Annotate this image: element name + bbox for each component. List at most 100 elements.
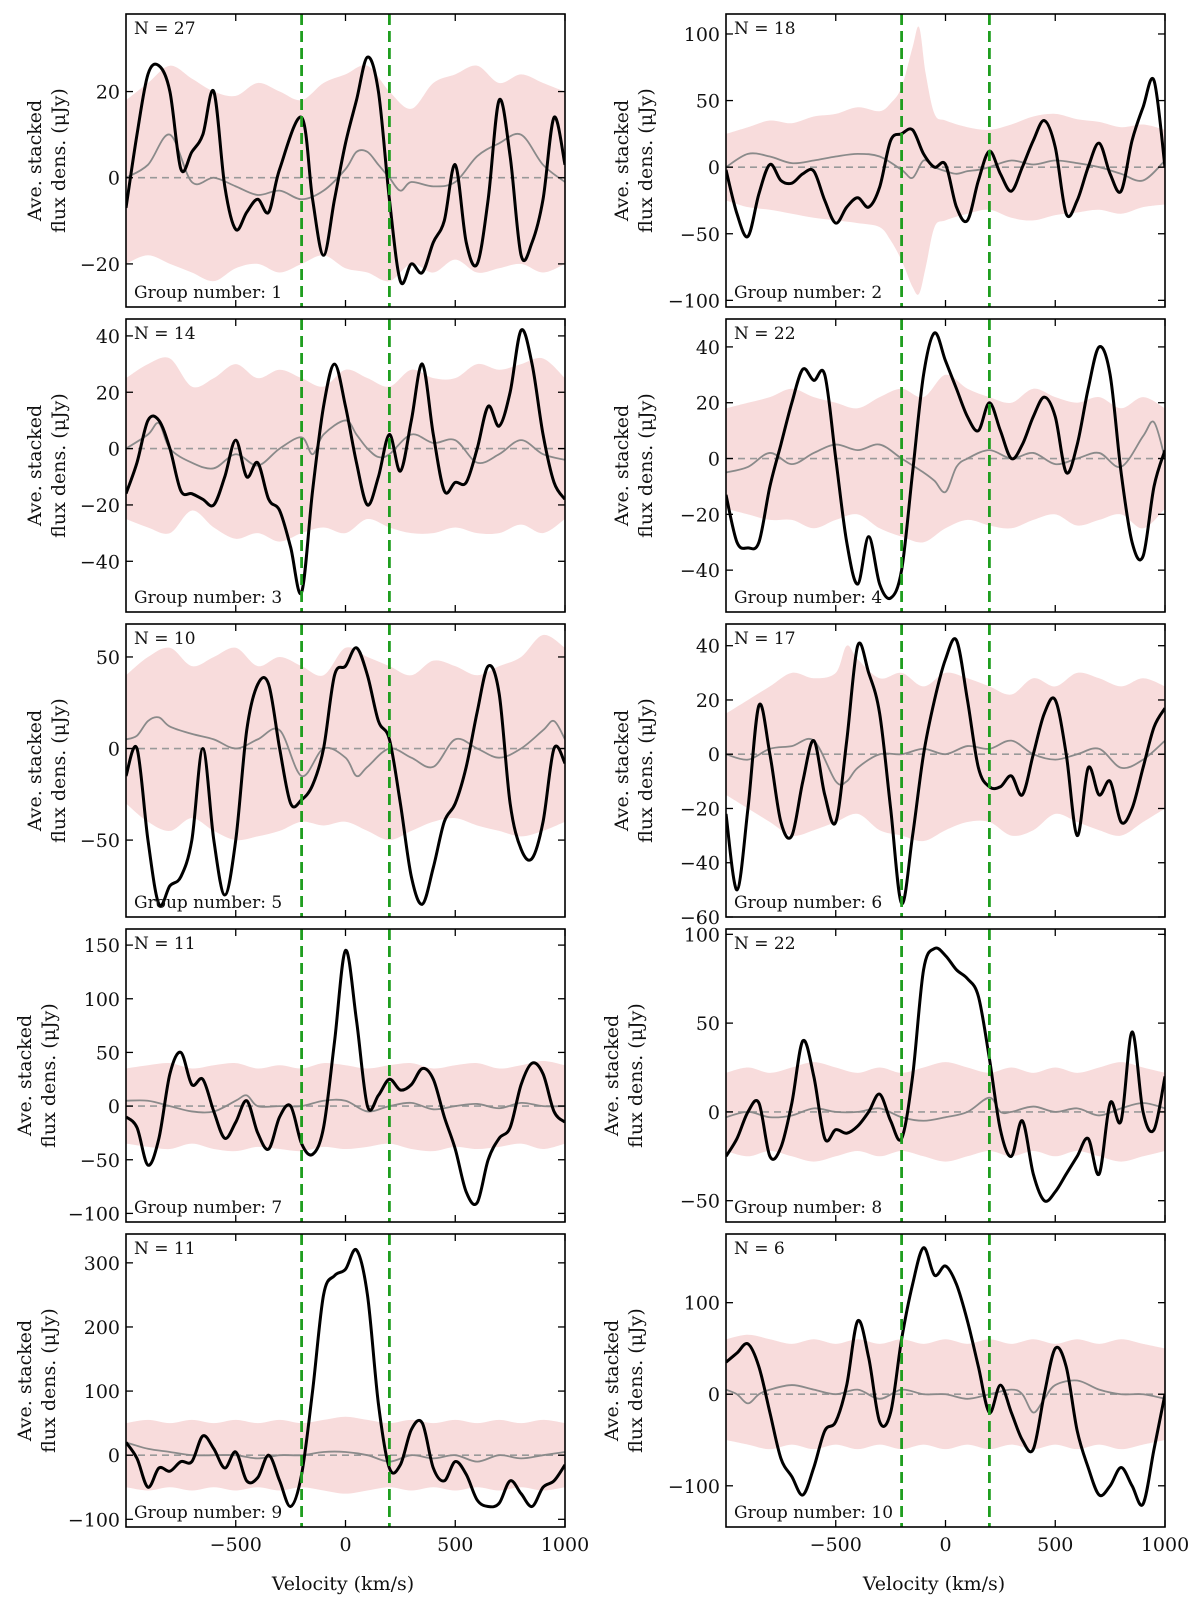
n-count-label: N = 22 <box>734 324 796 344</box>
noise-band <box>726 1334 1165 1450</box>
y-tick-label: 0 <box>108 1445 120 1467</box>
y-tick-label: 0 <box>708 157 720 179</box>
n-count-label: N = 17 <box>734 629 796 649</box>
y-axis-title-line2: flux dens. (μJy) <box>38 1003 60 1148</box>
panel-plot-area <box>726 624 1165 917</box>
y-axis-title-line2: flux dens. (μJy) <box>635 698 657 843</box>
x-tick-label: −500 <box>210 1534 262 1556</box>
stacked-signal-line <box>726 637 1165 905</box>
y-tick-label: 0 <box>108 1096 120 1118</box>
n-count-label: N = 6 <box>734 1239 785 1259</box>
y-tick-label: 50 <box>696 91 720 113</box>
group-number-label: Group number: 5 <box>134 893 282 913</box>
stacked-signal-line <box>126 948 565 1207</box>
group-number-label: Group number: 7 <box>134 1198 282 1218</box>
x-tick-label: −500 <box>810 1534 862 1556</box>
y-tick-label: −50 <box>680 224 720 246</box>
x-tick-label: 500 <box>1037 1534 1073 1556</box>
noise-spectrum-line <box>126 132 565 201</box>
y-axis-title-line2: flux dens. (μJy) <box>38 1308 60 1453</box>
y-tick-label: 0 <box>708 1102 720 1124</box>
y-axis-title-line2: flux dens. (μJy) <box>635 88 657 233</box>
y-tick-label: −100 <box>68 1509 120 1531</box>
y-tick-label: 50 <box>96 647 120 669</box>
y-axis-title-line1: Ave. stacked <box>24 710 46 832</box>
y-tick-label: −20 <box>80 254 120 276</box>
noise-spectrum-line <box>126 1094 565 1114</box>
x-tick-label: 0 <box>939 1534 951 1556</box>
y-tick-label: −50 <box>80 1150 120 1172</box>
y-tick-label: −50 <box>680 1191 720 1213</box>
y-tick-label: 20 <box>96 82 120 104</box>
y-tick-label: −50 <box>80 830 120 852</box>
group-number-label: Group number: 9 <box>134 1503 282 1523</box>
y-axis-title-line1: Ave. stacked <box>24 100 46 222</box>
noise-spectrum-line <box>726 1096 1165 1122</box>
x-tick-label: 0 <box>339 1534 351 1556</box>
y-tick-label: 0 <box>708 744 720 766</box>
y-tick-label: 0 <box>708 1384 720 1406</box>
y-axis-title-line1: Ave. stacked <box>14 1320 36 1442</box>
panel-plot-area <box>126 319 565 612</box>
stacked-signal-line <box>726 331 1165 601</box>
noise-band <box>126 357 565 542</box>
stacked-signal-line <box>126 1247 565 1509</box>
y-axis-title-line1: Ave. stacked <box>24 405 46 527</box>
y-tick-label: 50 <box>696 1013 720 1035</box>
noise-band <box>126 634 565 841</box>
y-tick-label: 100 <box>84 989 120 1011</box>
panel-group-7: −100 −50 0 50 100 150 N = 11 Group number: 7 Ave… <box>14 928 566 1225</box>
stacked-signal-line <box>126 328 565 596</box>
stacked-signal-line <box>726 1246 1165 1507</box>
noise-spectrum-line <box>126 1441 565 1463</box>
panel-plot-area <box>726 1234 1165 1527</box>
group-number-label: Group number: 3 <box>134 588 282 608</box>
n-count-label: N = 11 <box>134 1239 196 1259</box>
y-tick-label: −20 <box>80 495 120 517</box>
group-number-label: Group number: 6 <box>734 893 882 913</box>
n-count-label: N = 11 <box>134 934 196 954</box>
panel-group-1: −20 0 20 N = 27 Group number: 1 Ave. stacked f… <box>24 13 566 308</box>
panel-plot-area <box>126 1234 565 1527</box>
y-axis-title-line1: Ave. stacked <box>611 100 633 222</box>
panel-group-6: −60 −40 −20 0 20 40 N = 17 Group number: 6 Ave. … <box>611 623 1166 929</box>
y-tick-label: 50 <box>96 1042 120 1064</box>
y-axis-title-line1: Ave. stacked <box>14 1015 36 1137</box>
noise-spectrum-line <box>126 716 565 778</box>
noise-band <box>726 26 1165 295</box>
y-axis-title-line1: Ave. stacked <box>611 710 633 832</box>
y-axis-title-line2: flux dens. (μJy) <box>635 393 657 538</box>
y-tick-label: 0 <box>708 449 720 471</box>
stacked-signal-line <box>726 76 1165 239</box>
y-tick-label: 300 <box>84 1253 120 1275</box>
noise-band <box>726 645 1165 842</box>
y-tick-label: 0 <box>108 739 120 761</box>
n-count-label: N = 18 <box>734 19 796 39</box>
panel-group-8: −50 0 50 100 N = 22 Group number: 8 Ave. stack… <box>601 924 1166 1223</box>
group-number-label: Group number: 4 <box>734 588 882 608</box>
x-tick-label: 1000 <box>1141 1534 1189 1556</box>
group-number-label: Group number: 2 <box>734 283 882 303</box>
y-tick-label: 40 <box>96 326 120 348</box>
y-axis-title-line2: flux dens. (μJy) <box>48 88 70 233</box>
y-tick-label: 100 <box>84 1381 120 1403</box>
y-axis-title-line2: flux dens. (μJy) <box>625 1003 647 1148</box>
panel-plot-area <box>126 624 565 917</box>
noise-spectrum-line <box>726 737 1165 786</box>
y-tick-label: 200 <box>84 1317 120 1339</box>
noise-spectrum-line <box>726 1379 1165 1414</box>
y-axis-title-line1: Ave. stacked <box>611 405 633 527</box>
y-tick-label: 40 <box>696 636 720 658</box>
y-tick-label: 150 <box>84 935 120 957</box>
y-tick-label: −40 <box>80 551 120 573</box>
y-tick-label: 100 <box>684 1293 720 1315</box>
panel-plot-area <box>126 14 565 307</box>
y-axis-title-line1: Ave. stacked <box>601 1320 623 1442</box>
n-count-label: N = 14 <box>134 324 196 344</box>
y-axis-title-line2: flux dens. (μJy) <box>48 393 70 538</box>
y-tick-label: −20 <box>680 798 720 820</box>
panel-group-9: −100 0 100 200 300 −500 0 500 1000 N = 11 Group nu… <box>14 1233 589 1556</box>
stacked-signal-line <box>726 946 1165 1203</box>
y-tick-label: 40 <box>696 337 720 359</box>
